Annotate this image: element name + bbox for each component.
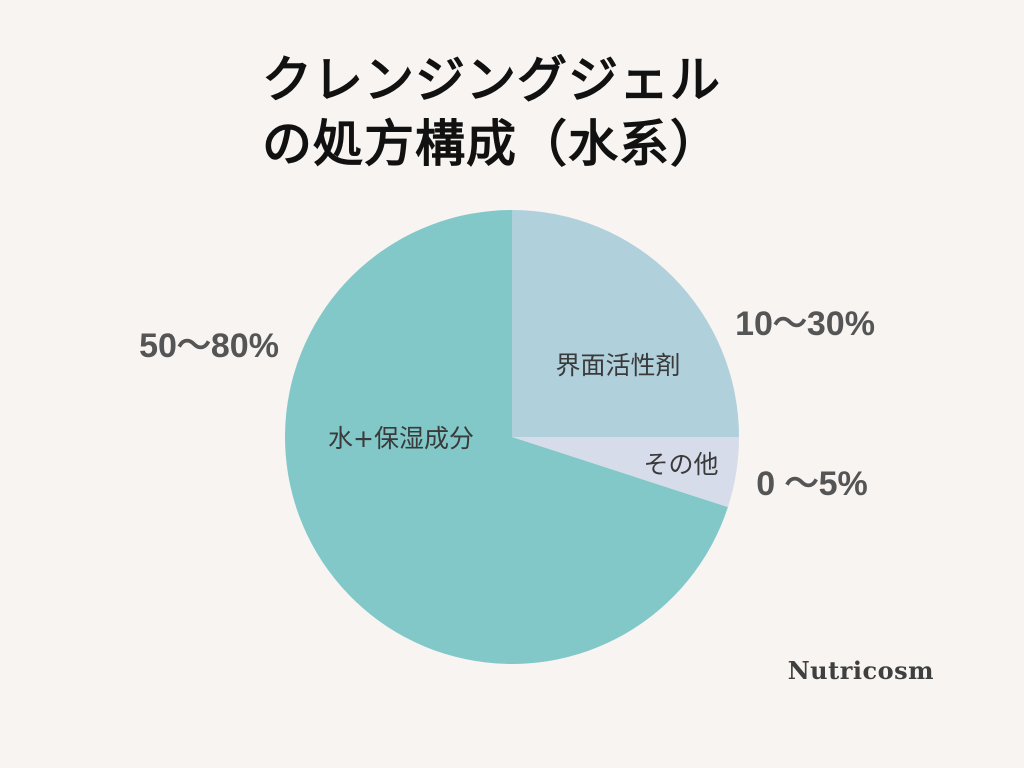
pie-slice-range-2: 0 〜5% — [756, 465, 868, 503]
pie-slice-label-3: 水+保湿成分 — [328, 424, 474, 453]
chart-title-line-1: クレンジングジェル — [262, 50, 721, 109]
chart-title: クレンジングジェル の処方構成（水系） — [262, 48, 822, 176]
pie-slice-label-2: その他 — [643, 450, 718, 479]
brand-logo: Nutricosm — [787, 656, 934, 685]
chart-title-line-2: の処方構成（水系） — [262, 114, 721, 173]
pie-slice-1 — [512, 210, 739, 437]
pie-slice-3 — [284, 210, 728, 664]
pie-slice-2 — [512, 437, 739, 508]
pie-slice-range-3: 50〜80% — [139, 327, 279, 365]
pie-slice-range-1: 10〜30% — [735, 305, 875, 343]
pie-slice-label-1: 界面活性剤 — [555, 351, 680, 380]
